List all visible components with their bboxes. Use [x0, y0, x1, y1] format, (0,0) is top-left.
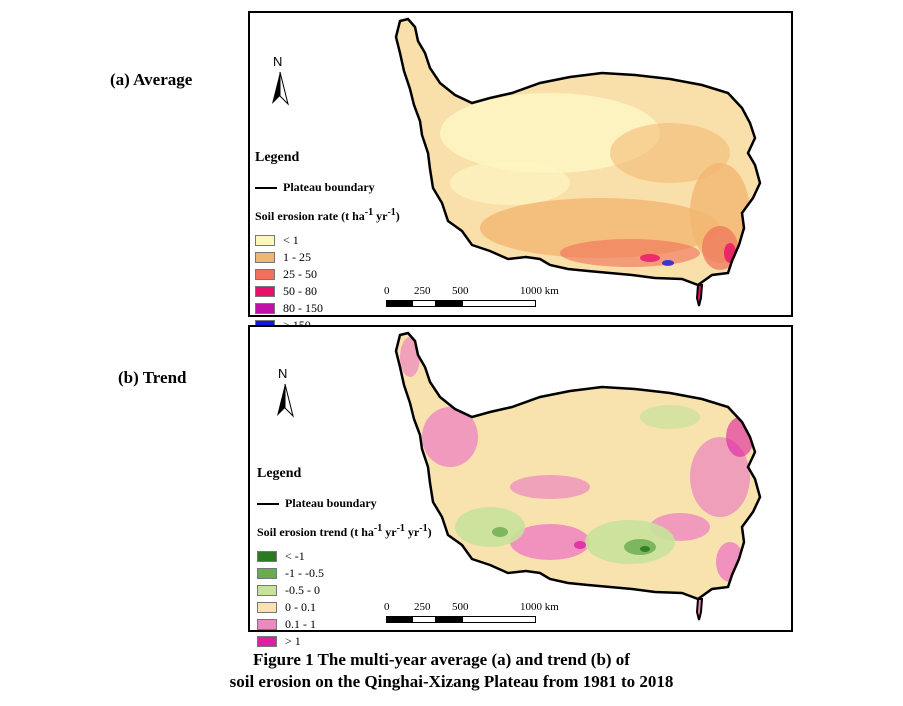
legend-swatch — [257, 602, 277, 613]
scale-tick: 0 — [384, 601, 390, 613]
legend-item: -0.5 - 0 — [257, 582, 432, 599]
legend-item: 0 - 0.1 — [257, 599, 432, 616]
legend-item: < -1 — [257, 548, 432, 565]
north-arrow-trend: N — [271, 366, 301, 418]
north-arrow-average: N — [266, 54, 296, 106]
erosion-pattern-average — [440, 93, 750, 270]
legend-swatch — [257, 636, 277, 647]
legend-items-trend: < -1 -1 - -0.5 -0.5 - 0 0 - 0.1 0.1 - 1 … — [257, 548, 432, 650]
legend-items-average: < 1 1 - 25 25 - 50 50 - 80 80 - 150 > 15… — [255, 232, 400, 334]
north-arrow-icon — [272, 71, 289, 106]
legend-swatch — [255, 252, 275, 263]
legend-item: 0.1 - 1 — [257, 616, 432, 633]
erosion-trend-pattern — [400, 337, 754, 582]
scale-tick: 500 — [452, 285, 469, 297]
legend-swatch — [255, 235, 275, 246]
scale-tick: 0 — [384, 285, 390, 297]
boundary-line-icon — [255, 186, 277, 189]
scale-tick: 250 — [414, 285, 431, 297]
legend-boundary: Plateau boundary — [257, 496, 432, 511]
legend-subtitle: Soil erosion rate (t ha-1 yr-1) — [255, 207, 400, 223]
legend-item: < 1 — [255, 232, 400, 249]
legend-swatch — [255, 303, 275, 314]
plateau-map-average — [394, 17, 762, 307]
legend-title: Legend — [255, 150, 300, 165]
legend-swatch — [257, 551, 277, 562]
scale-tick: 1000 km — [520, 601, 559, 613]
figure-caption-line2: soil erosion on the Qinghai-Xizang Plate… — [229, 672, 674, 691]
legend-subtitle: Soil erosion trend (t ha-1 yr-1 yr-1) — [257, 523, 432, 539]
north-letter: N — [278, 366, 288, 381]
north-arrow-icon — [277, 383, 294, 418]
legend-swatch — [257, 568, 277, 579]
legend-item: -1 - -0.5 — [257, 565, 432, 582]
figure-caption-line1: Figure 1 The multi-year average (a) and … — [253, 650, 630, 669]
scale-tick: 500 — [452, 601, 469, 613]
legend-item: > 1 — [257, 633, 432, 650]
scale-bar-trend: 0 250 500 1000 km — [384, 601, 574, 627]
map-frame-trend — [248, 325, 793, 632]
legend-trend: Legend Plateau boundary Soil erosion tre… — [257, 466, 432, 650]
scale-bar-average: 0 250 500 1000 km — [384, 285, 574, 311]
plateau-map-trend — [394, 331, 762, 621]
legend-item: 50 - 80 — [255, 283, 400, 300]
panel-label-trend: (b) Trend — [118, 368, 187, 387]
legend-swatch — [257, 585, 277, 596]
boundary-label: Plateau boundary — [285, 496, 377, 510]
legend-item: 1 - 25 — [255, 249, 400, 266]
boundary-label: Plateau boundary — [283, 180, 375, 194]
legend-swatch — [255, 286, 275, 297]
legend-item: 80 - 150 — [255, 300, 400, 317]
map-frame-average — [248, 11, 793, 317]
boundary-line-icon — [257, 502, 279, 505]
legend-item: 25 - 50 — [255, 266, 400, 283]
panel-label-average: (a) Average — [110, 70, 193, 89]
scale-tick: 250 — [414, 601, 431, 613]
north-letter: N — [273, 54, 283, 69]
scale-tick: 1000 km — [520, 285, 559, 297]
legend-swatch — [255, 269, 275, 280]
legend-boundary: Plateau boundary — [255, 180, 400, 195]
legend-title: Legend — [257, 466, 302, 481]
legend-swatch — [257, 619, 277, 630]
legend-average: Legend Plateau boundary Soil erosion rat… — [255, 150, 400, 334]
